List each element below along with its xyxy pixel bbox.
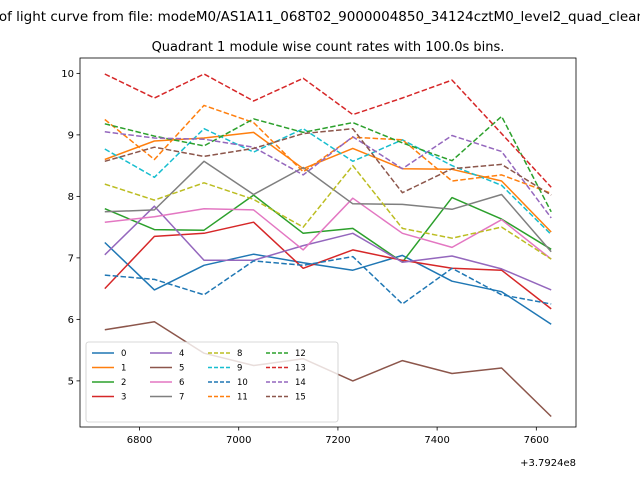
y-tick-label: 7 (68, 253, 74, 264)
legend-label-15: 15 (295, 393, 306, 403)
legend-label-8: 8 (237, 349, 242, 359)
legend-label-4: 4 (179, 349, 184, 359)
legend-label-9: 9 (237, 364, 242, 374)
y-tick-label: 8 (68, 192, 74, 203)
series-line-4 (104, 205, 552, 291)
legend-label-0: 0 (121, 349, 126, 359)
x-tick-label: 6800 (127, 435, 152, 446)
legend-label-13: 13 (295, 364, 306, 374)
series-line-14 (104, 131, 552, 219)
y-tick-label: 5 (68, 376, 74, 387)
x-axis: 6800 7000 7200 7400 7600 (127, 427, 549, 446)
y-tick-label: 9 (68, 130, 74, 141)
x-offset-label: +3.7924e8 (520, 458, 576, 469)
y-tick-label: 10 (61, 69, 74, 80)
series-line-15 (104, 127, 552, 196)
x-tick-label: 7000 (226, 435, 251, 446)
legend-label-7: 7 (179, 393, 184, 403)
y-tick-label: 6 (68, 315, 74, 326)
series-line-9 (104, 127, 552, 236)
series-line-1 (104, 131, 552, 233)
series-line-8 (104, 164, 552, 260)
chart-title: Quadrant 1 module wise count rates with … (152, 40, 505, 55)
series-line-12 (104, 115, 552, 213)
x-tick-label: 7600 (524, 435, 549, 446)
legend-label-1: 1 (121, 364, 126, 374)
legend-label-2: 2 (121, 378, 126, 388)
legend-label-5: 5 (179, 364, 184, 374)
series-line-0 (104, 241, 552, 325)
series-line-2 (104, 194, 552, 263)
series-line-6 (104, 197, 552, 260)
legend-label-10: 10 (237, 378, 248, 388)
series-line-3 (104, 221, 552, 310)
series-line-11 (104, 104, 552, 195)
legend-label-11: 11 (237, 393, 248, 403)
legend-label-12: 12 (295, 349, 306, 359)
x-tick-label: 7200 (325, 435, 350, 446)
legend-label-14: 14 (295, 378, 306, 388)
legend-label-6: 6 (179, 378, 184, 388)
y-axis: 5 6 7 8 9 10 (61, 69, 80, 387)
series-line-10 (104, 255, 552, 305)
legend-label-3: 3 (121, 393, 126, 403)
series-line-7 (104, 160, 552, 253)
plot-frame (79, 57, 577, 428)
figure-suptitle: Plot of light curve from file: modeM0/AS… (0, 9, 640, 25)
x-tick-label: 7400 (424, 435, 449, 446)
series-line-13 (104, 73, 552, 188)
